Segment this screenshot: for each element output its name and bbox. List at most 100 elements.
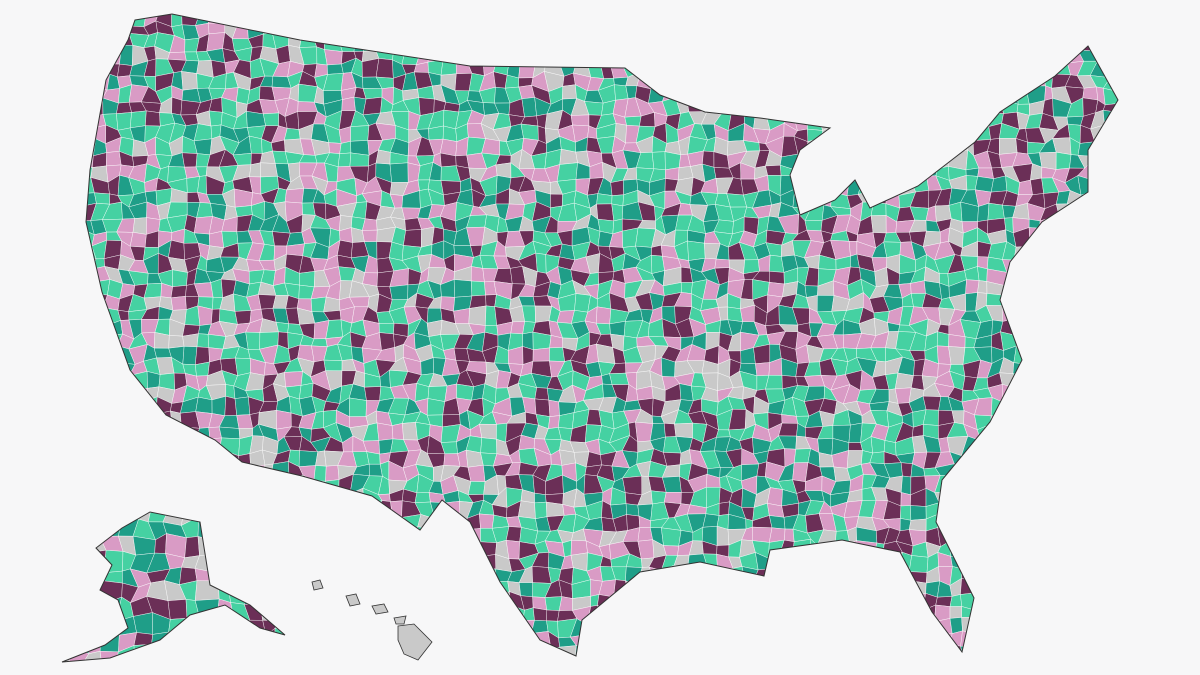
county (1029, 604, 1044, 625)
county (1103, 552, 1118, 573)
county (739, 14, 754, 24)
county (1092, 424, 1111, 443)
county (89, 478, 109, 493)
county (1116, 47, 1118, 62)
county (86, 123, 97, 140)
county (1064, 357, 1082, 378)
county (1025, 465, 1046, 481)
county (155, 410, 173, 429)
county (90, 503, 107, 520)
county (900, 492, 912, 507)
county (988, 14, 1005, 25)
county (1018, 293, 1033, 308)
county (977, 660, 989, 673)
county (1116, 515, 1118, 532)
county (219, 633, 240, 652)
county (1037, 515, 1058, 534)
county (833, 578, 851, 598)
county (532, 607, 548, 622)
county (935, 659, 951, 675)
county (804, 76, 824, 92)
county (86, 581, 90, 597)
county (894, 372, 914, 390)
county (310, 526, 329, 545)
county (687, 630, 706, 652)
county (324, 500, 345, 520)
county (885, 46, 902, 60)
county (948, 491, 968, 508)
county (1106, 634, 1118, 650)
county (285, 531, 300, 544)
county (169, 461, 183, 478)
county (872, 565, 890, 585)
county (274, 548, 285, 567)
county (430, 662, 442, 673)
county (623, 14, 642, 27)
county (1064, 375, 1079, 390)
county (1116, 494, 1118, 507)
county (298, 540, 318, 558)
county (821, 19, 837, 38)
county (1064, 569, 1084, 583)
county (1028, 531, 1044, 545)
county (964, 74, 979, 92)
county (128, 412, 150, 427)
county (245, 331, 261, 350)
county (793, 657, 811, 675)
county (728, 648, 746, 656)
county (262, 18, 273, 35)
county (1119, 231, 1136, 246)
county (1030, 633, 1042, 649)
county (272, 595, 290, 610)
county (754, 96, 771, 118)
county (843, 32, 862, 53)
county (769, 271, 785, 285)
county (348, 397, 367, 417)
county (1055, 409, 1072, 428)
county (869, 31, 890, 53)
county (1050, 386, 1071, 401)
county (146, 396, 158, 415)
county (1083, 556, 1096, 570)
county (703, 553, 718, 569)
county (128, 450, 147, 469)
county (1122, 425, 1135, 439)
county (207, 657, 227, 675)
county (806, 656, 822, 675)
county (871, 604, 888, 623)
county (106, 35, 123, 46)
county (453, 617, 473, 637)
county (1091, 318, 1111, 335)
county (898, 33, 917, 51)
county (62, 614, 70, 635)
county (102, 517, 119, 529)
county (1095, 349, 1106, 362)
county (1069, 592, 1084, 610)
county (403, 14, 422, 27)
county (1038, 465, 1055, 481)
county (1041, 18, 1059, 37)
county (467, 481, 486, 496)
county (518, 582, 533, 598)
county (83, 662, 108, 675)
county (455, 14, 472, 28)
county (104, 371, 121, 385)
county (934, 50, 955, 65)
county (1065, 514, 1084, 534)
county (1081, 461, 1099, 481)
county (1013, 554, 1033, 569)
county (742, 594, 753, 612)
county (336, 619, 357, 638)
county (793, 59, 809, 78)
county (1038, 532, 1058, 545)
county (1025, 320, 1046, 340)
county (1080, 490, 1095, 507)
county (704, 580, 717, 595)
county (248, 135, 263, 154)
county (961, 45, 980, 65)
county (92, 396, 107, 411)
county (934, 138, 950, 157)
county (1116, 191, 1118, 206)
county (325, 465, 340, 482)
county (846, 47, 862, 60)
